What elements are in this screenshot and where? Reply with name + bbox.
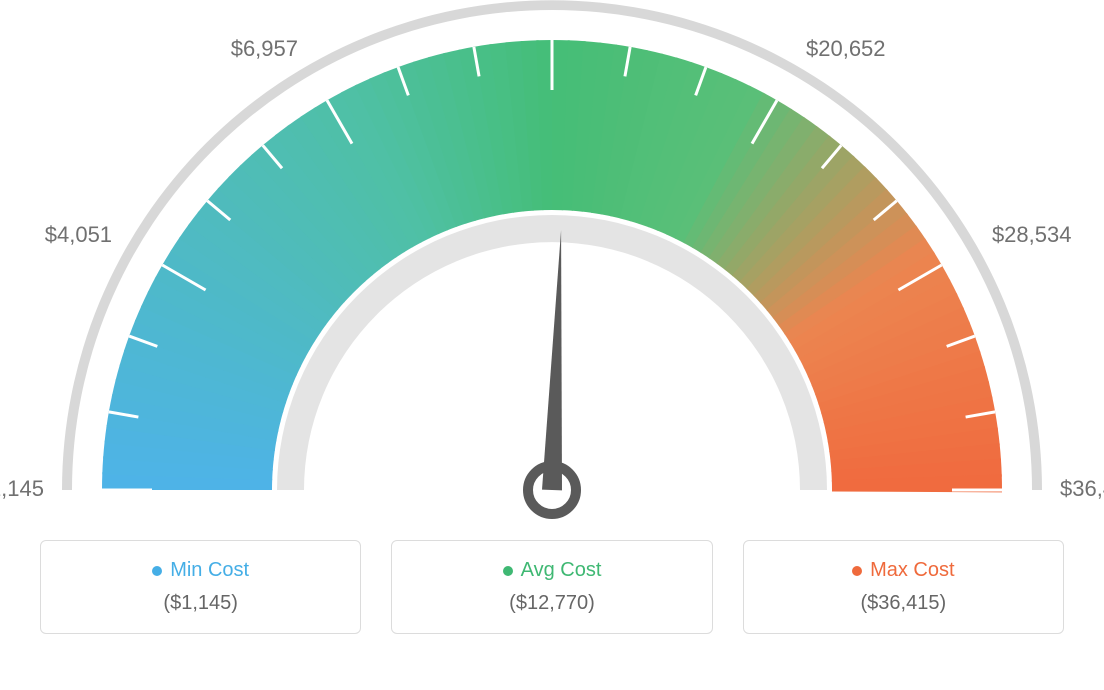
card-title-row: Min Cost (53, 559, 348, 582)
gauge-tick-label: $36,415 (1060, 476, 1104, 502)
cost-cards-row: Min Cost ($1,145) Avg Cost ($12,770) Max… (0, 540, 1104, 634)
gauge-tick-label: $4,051 (22, 222, 112, 248)
min-value: ($1,145) (53, 592, 348, 615)
max-dot-icon (852, 566, 862, 576)
gauge-tick-label: $20,652 (806, 36, 886, 62)
avg-dot-icon (503, 566, 513, 576)
avg-value: ($12,770) (404, 592, 699, 615)
min-label: Min Cost (170, 559, 249, 582)
card-title-row: Max Cost (756, 559, 1051, 582)
max-value: ($36,415) (756, 592, 1051, 615)
card-title-row: Avg Cost (404, 559, 699, 582)
avg-label: Avg Cost (521, 559, 602, 582)
cost-gauge: $1,145$4,051$6,957$12,770$20,652$28,534$… (0, 0, 1104, 530)
card-avg-cost: Avg Cost ($12,770) (391, 540, 712, 634)
card-min-cost: Min Cost ($1,145) (40, 540, 361, 634)
min-dot-icon (152, 566, 162, 576)
gauge-tick-label: $6,957 (208, 36, 298, 62)
gauge-tick-label: $1,145 (0, 476, 44, 502)
max-label: Max Cost (870, 559, 954, 582)
card-max-cost: Max Cost ($36,415) (743, 540, 1064, 634)
gauge-svg (0, 0, 1104, 530)
gauge-tick-label: $28,534 (992, 222, 1072, 248)
